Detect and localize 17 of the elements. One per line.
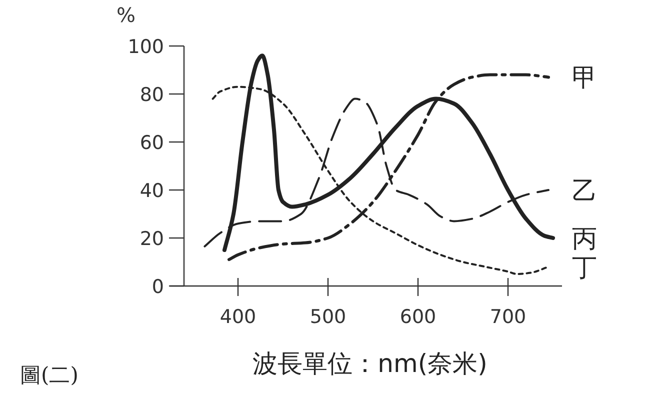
x-tick-label: 500 xyxy=(310,306,346,328)
x-tick-label: 700 xyxy=(490,306,526,328)
y-tick-label: 40 xyxy=(140,180,164,202)
y-tick-label: 80 xyxy=(140,84,164,106)
series-label: 丙 xyxy=(572,224,597,253)
series-label: 丁 xyxy=(572,252,597,282)
text: 圖(二) xyxy=(20,363,78,387)
series-label: 乙 xyxy=(572,176,597,205)
x-tick-label: 400 xyxy=(220,306,256,328)
x-tick-label: 600 xyxy=(400,306,436,328)
y-tick-label: 60 xyxy=(140,132,164,154)
y-tick-label: 0 xyxy=(152,276,164,298)
y-axis-title: % xyxy=(116,3,136,27)
series-label: 甲 xyxy=(572,63,597,92)
y-tick-label: 100 xyxy=(128,36,164,58)
x-axis-title: 波長單位：nm(奈米) xyxy=(252,349,488,378)
y-tick-label: 20 xyxy=(140,228,164,250)
